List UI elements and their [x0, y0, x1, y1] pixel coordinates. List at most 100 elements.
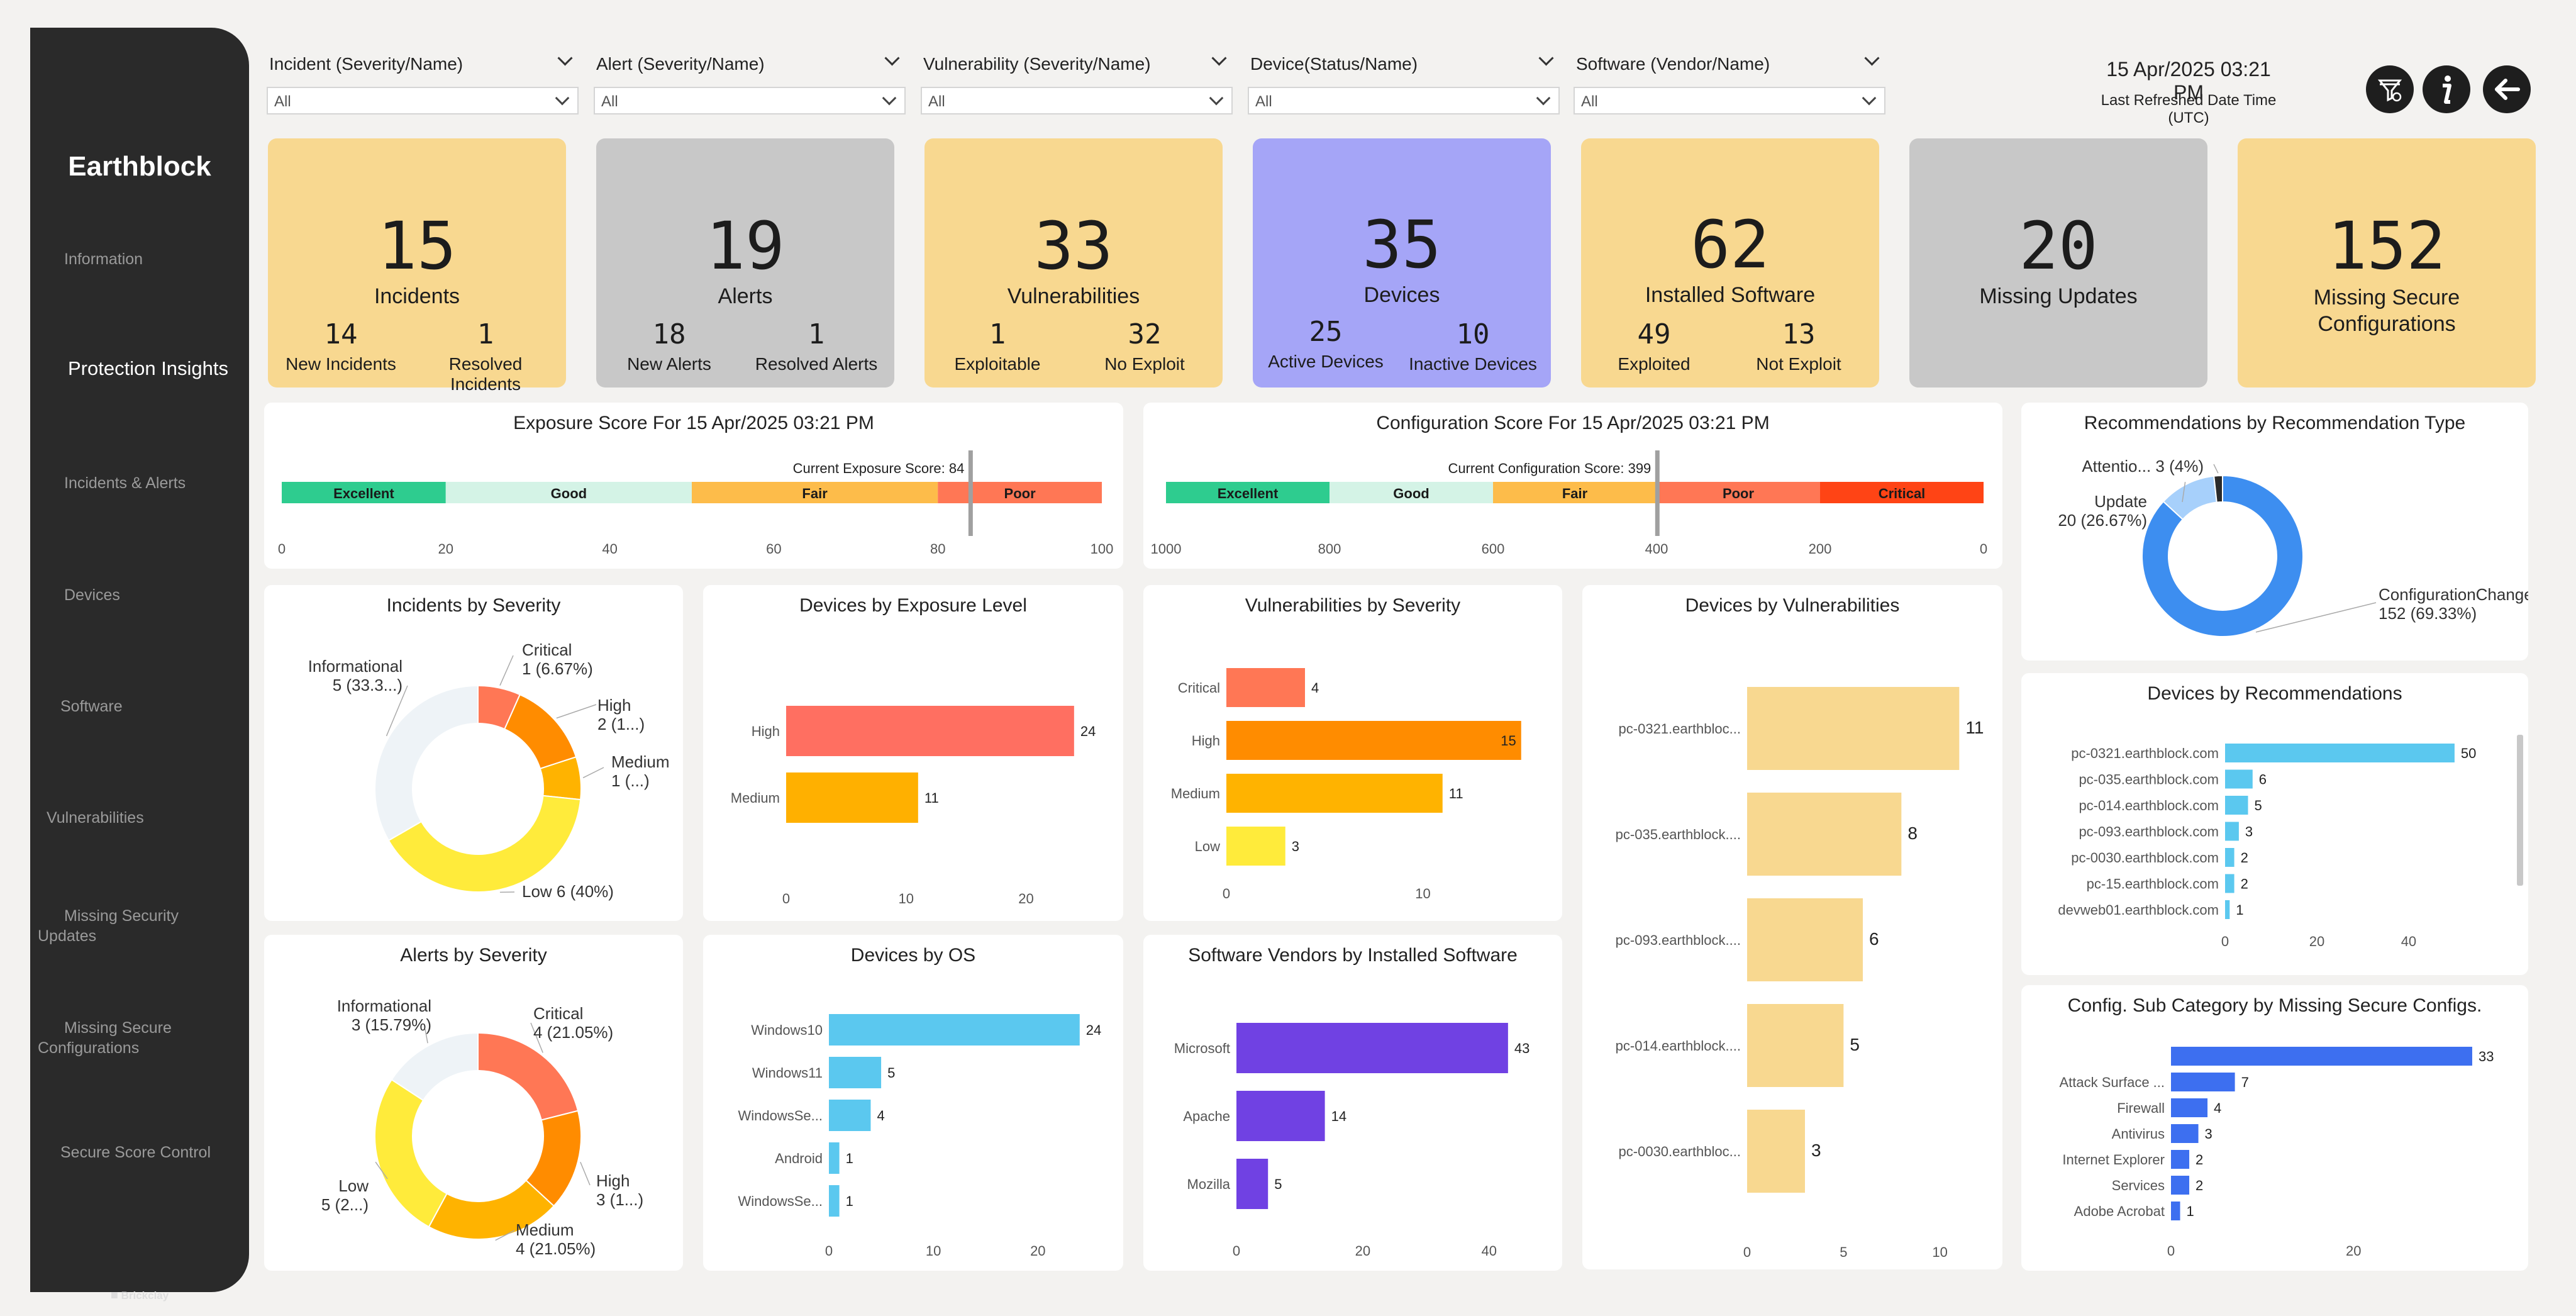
bar-value-label: 8 — [1907, 823, 1918, 843]
kpi-missing-secure-configs[interactable]: 152 Missing Secure Configurations — [2238, 138, 2536, 388]
kpi-sub-label: Inactive Devices — [1409, 354, 1537, 374]
vulnerabilities-severity-chart[interactable]: Critical 4 High 15 Medium 11 Low 3 0 10 — [1143, 585, 1562, 921]
nav-item-software[interactable]: Software — [60, 698, 123, 715]
bar-category-label: pc-014.earthblock.... — [1616, 1038, 1741, 1054]
bar-category-label: pc-0321.earthblock.com — [2071, 745, 2219, 761]
nav-item-devices[interactable]: Devices — [64, 586, 120, 604]
bar-value-label: 5 — [2254, 798, 2262, 813]
filter-clear-button[interactable] — [2366, 65, 2414, 113]
score-band-label: Fair — [1562, 486, 1588, 501]
nav-item-vulnerabilities[interactable]: Vulnerabilities — [47, 809, 144, 827]
pie-leader-line — [556, 704, 597, 719]
kpi-devices-value: 35 — [1362, 206, 1441, 283]
exposure-score-chart[interactable]: Excellent Good Fair Poor Current Exposure Sc… — [264, 403, 1123, 569]
chevron-down-icon[interactable] — [1211, 50, 1227, 66]
score-band-label: Excellent — [333, 486, 394, 501]
bar-category-label: Antivirus — [2112, 1126, 2165, 1142]
configuration-score-title: Configuration Score For 15 Apr/2025 03:2… — [1376, 413, 1770, 433]
bar — [2225, 848, 2235, 867]
chevron-down-icon[interactable] — [1538, 50, 1554, 66]
kpi-sub-label: Exploited — [1618, 354, 1690, 374]
nav-item-secure-score-control[interactable]: Secure Score Control — [60, 1144, 211, 1161]
axis-tick-label: 40 — [602, 541, 617, 557]
bar-value-label: 6 — [2259, 772, 2267, 788]
pie-slice-label: 3 (15.79%) — [352, 1015, 431, 1034]
filter-incident-dropdown[interactable]: All — [267, 87, 579, 114]
axis-tick-label: 5 — [1840, 1244, 1847, 1260]
config-subcategory-chart[interactable]: 33 Attack Surface ... 7 Firewall 4 Antivirus 3… — [2021, 985, 2528, 1271]
kpi-devices[interactable]: 35 Devices 25 Active Devices 10 Inactive D… — [1253, 138, 1551, 388]
kpi-exploited: 49 Exploited — [1585, 318, 1723, 374]
bar — [1236, 1159, 1269, 1209]
nav-item-protection-insights[interactable]: Protection Insights — [68, 357, 229, 379]
kpi-exploitable: 1 Exploitable — [928, 318, 1067, 374]
bar — [2171, 1047, 2472, 1066]
filter-incident-value: All — [274, 93, 291, 110]
nav-item-missing-security-updates[interactable]: Missing Security Updates — [38, 907, 179, 945]
nav-item-incidents-alerts[interactable]: Incidents & Alerts — [64, 474, 186, 492]
bar-value-label: 11 — [1449, 786, 1463, 801]
pie-slice-label: 1 (6.67%) — [522, 659, 593, 678]
kpi-sub-value: 1 — [477, 318, 494, 350]
scrollbar-thumb[interactable] — [2517, 735, 2523, 886]
nav-item-information[interactable]: Information — [64, 250, 143, 268]
filter-software-dropdown[interactable]: All — [1574, 87, 1885, 114]
info-button[interactable] — [2423, 65, 2470, 113]
bar — [2171, 1202, 2180, 1220]
kpi-alerts[interactable]: 19 Alerts 18 New Alerts 1 Resolved Alerts — [596, 138, 894, 388]
kpi-installed-software[interactable]: 62 Installed Software 49 Exploited 13 Not … — [1581, 138, 1879, 388]
kpi-missing-updates[interactable]: 20 Missing Updates — [1909, 138, 2207, 388]
chevron-down-icon[interactable] — [1864, 50, 1880, 66]
chevron-down-icon[interactable] — [884, 50, 900, 66]
back-button[interactable] — [2483, 65, 2531, 113]
pie-slice-label: ConfigurationChange — [2379, 585, 2528, 604]
filter-alert-dropdown[interactable]: All — [594, 87, 906, 114]
axis-tick-label: 40 — [2401, 934, 2416, 949]
devices-recommendations-chart[interactable]: pc-0321.earthblock.com 50pc-035.earthbloc… — [2021, 673, 2528, 975]
kpi-vulnerabilities[interactable]: 33 Vulnerabilities 1 Exploitable 32 No Exp… — [924, 138, 1223, 388]
kpi-alerts-value: 19 — [706, 208, 785, 284]
nav-item-missing-secure-configurations[interactable]: Missing Secure Configurations — [38, 1019, 172, 1057]
devices-exposure-chart[interactable]: High 24 Medium 11 0 10 20 — [703, 585, 1123, 921]
score-band-label: Excellent — [1218, 486, 1279, 501]
filter-vulnerability-value: All — [928, 93, 945, 110]
axis-tick-label: 10 — [899, 891, 914, 906]
axis-tick-label: 1000 — [1151, 541, 1182, 557]
devices-os-chart[interactable]: Windows10 24 Windows11 5 WindowsSe... 4 Androi… — [703, 935, 1123, 1271]
devices-exposure-panel: Devices by Exposure Level High 24 Medium 11… — [703, 585, 1123, 921]
pie-slice-label: Critical — [533, 1004, 583, 1023]
chevron-down-icon — [882, 91, 897, 106]
axis-tick-label: 20 — [2309, 934, 2324, 949]
bar — [1226, 774, 1443, 813]
bar-value-label: 33 — [2479, 1049, 2494, 1064]
sidebar: Earthblock Information Protection Insigh… — [30, 28, 249, 1302]
axis-tick-label: 800 — [1318, 541, 1341, 557]
filter-device-dropdown[interactable]: All — [1248, 87, 1560, 114]
bar-category-label: Android — [775, 1151, 823, 1166]
chevron-down-icon[interactable] — [557, 50, 573, 66]
kpi-incidents[interactable]: 15 Incidents 14 New Incidents 1 Resolved I… — [268, 138, 566, 394]
score-band — [1493, 482, 1657, 503]
bar — [2225, 900, 2230, 919]
bar — [829, 1014, 1080, 1046]
recommendations-panel: Recommendations by Recommendation Type C… — [2021, 403, 2528, 661]
kpi-active-devices: 25 Active Devices — [1257, 316, 1395, 372]
filter-alert-label: Alert (Severity/Name) — [596, 54, 765, 74]
bar-category-label: pc-035.earthblock.com — [2079, 772, 2219, 788]
filter-vulnerability-dropdown[interactable]: All — [921, 87, 1233, 114]
bar — [1236, 1023, 1508, 1073]
filter-software-value: All — [1581, 93, 1598, 110]
pie-slice — [374, 684, 479, 842]
bar — [829, 1185, 840, 1217]
devices-vulnerabilities-chart[interactable]: pc-0321.earthbloc... 11 pc-035.earthblock.… — [1582, 585, 2002, 1269]
kpi-missing-updates-label: Missing Updates — [1979, 284, 2138, 308]
configuration-score-chart[interactable]: Excellent Good Fair Poor Critical Current Con… — [1143, 403, 2002, 569]
axis-tick-label: 10 — [1415, 886, 1430, 901]
bar-category-label: pc-15.earthblock.com — [2087, 876, 2219, 892]
pie-leader-line — [495, 1230, 515, 1241]
software-vendors-chart[interactable]: Microsoft 43 Apache 14 Mozilla 5 0 20 40 — [1143, 935, 1562, 1271]
recommendations-title: Recommendations by Recommendation Type — [2084, 413, 2466, 433]
